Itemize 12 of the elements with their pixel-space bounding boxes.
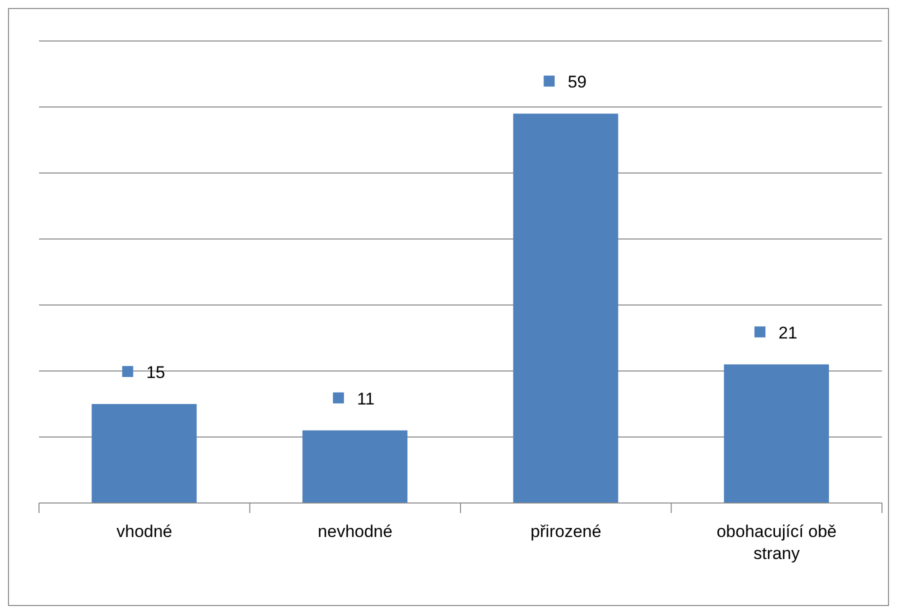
- bar: [302, 430, 408, 503]
- bar: [513, 114, 618, 503]
- x-tick-label: nevhodné: [318, 522, 392, 541]
- x-tick-label: vhodné: [116, 522, 172, 541]
- x-tick-label: obohacující obě strany: [716, 522, 837, 563]
- data-label: 11: [356, 389, 375, 408]
- x-tick-label: přirozené: [530, 522, 602, 541]
- data-label: 59: [568, 72, 587, 92]
- bar: [92, 404, 197, 503]
- data-label: 15: [146, 363, 166, 382]
- bar: [724, 364, 829, 503]
- data-label: 21: [778, 323, 798, 342]
